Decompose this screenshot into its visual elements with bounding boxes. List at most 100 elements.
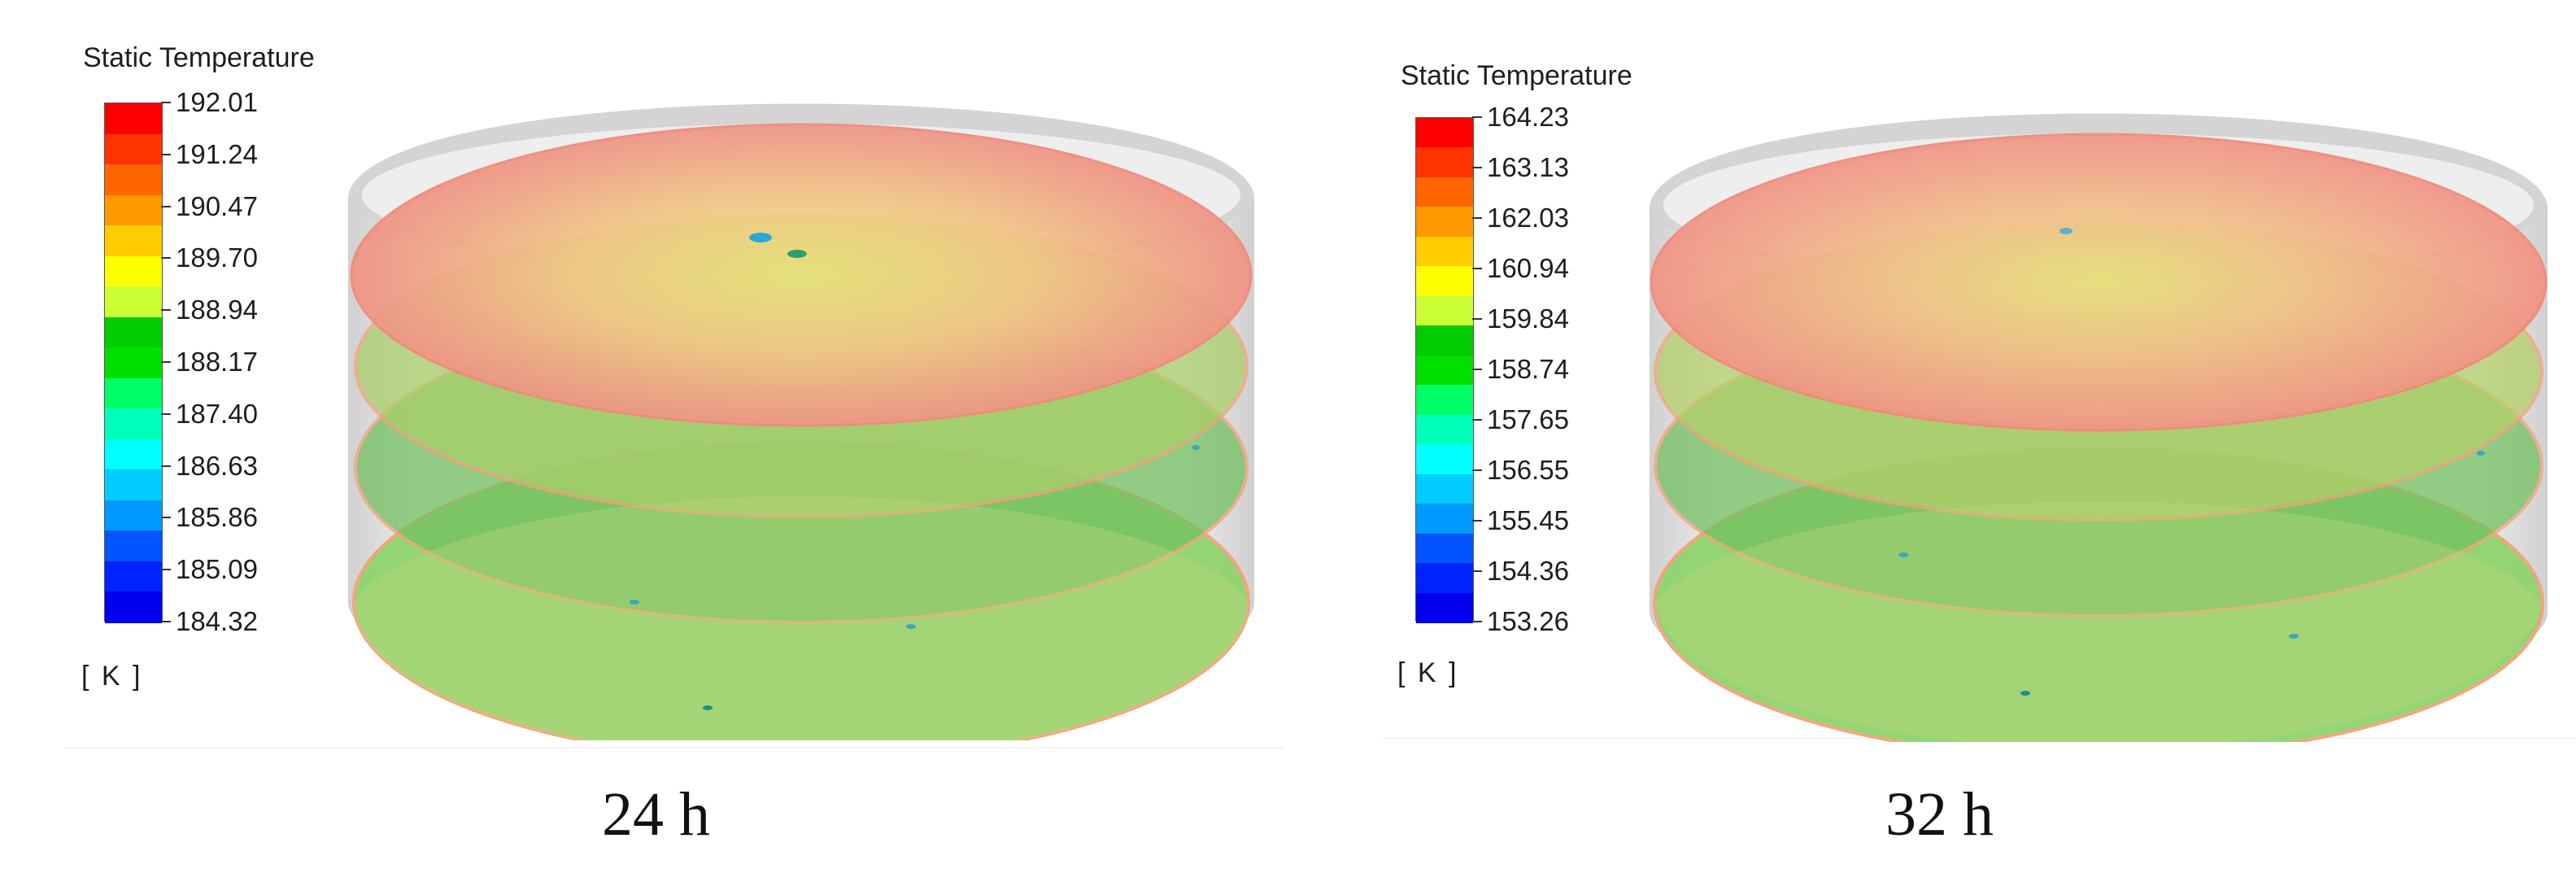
colorbar-tick (1472, 469, 1482, 471)
panel-32h: Static Temperature 164.23 163.13 162.03 160… (1285, 0, 2576, 873)
colorbar-tick-label: 154.36 (1487, 556, 1569, 586)
colorbar-band (1416, 355, 1473, 386)
colorbar-tick-label: 188.17 (176, 347, 258, 377)
colorbar-tick (161, 465, 171, 467)
colorbar-tick (1472, 318, 1482, 320)
colorbar-tick-label: 157.65 (1487, 404, 1569, 434)
colorbar-band (1416, 266, 1473, 297)
panel-24h: Static Temperature 192.01 191.24 190.47 189… (0, 0, 1285, 873)
colorbar-tick-label: 189.70 (176, 242, 258, 273)
colorbar-tick (1472, 419, 1482, 421)
colorbar-unit: [ K ] (1397, 657, 1459, 688)
colorbar-tick (1472, 570, 1482, 572)
caption-24h: 24 h (602, 780, 710, 849)
colorbar-band (105, 591, 162, 623)
colorbar-tick (161, 412, 171, 415)
colorbar-tick-label: 185.86 (176, 502, 258, 533)
bottom-plane-front (354, 496, 1249, 740)
colorbar-unit: [ K ] (81, 661, 143, 692)
colorbar-band (1416, 236, 1473, 267)
colorbar-band (1416, 385, 1473, 416)
colorbar-tick-label: 160.94 (1487, 253, 1569, 283)
colorbar-band (105, 316, 162, 348)
colorbar-band (105, 225, 162, 257)
colorbar-tick (161, 621, 171, 622)
colorbar-tick-label: 163.13 (1487, 152, 1569, 182)
colorbar-tick-label: 155.45 (1487, 505, 1569, 535)
colorbar-tick-label: 153.26 (1487, 606, 1569, 636)
colorbar-tick-label: 184.32 (176, 606, 258, 636)
colorbar-band (105, 378, 162, 409)
colorbar-tick-label: 164.23 (1487, 102, 1569, 132)
colorbar-tick (1472, 520, 1482, 522)
colorbar-band (1416, 563, 1473, 594)
colorbar-tick (1472, 621, 1482, 622)
colorbar-band (1416, 444, 1473, 475)
colorbar-band (105, 530, 162, 562)
colorbar-tick-label: 186.63 (176, 450, 258, 481)
colorbar-tick (1472, 167, 1482, 168)
colorbar-band (105, 561, 162, 593)
colorbar-tick-label: 192.01 (176, 87, 258, 117)
colorbar-band (105, 255, 162, 287)
cold-spot (2289, 634, 2299, 639)
colorbar-tick-label: 185.09 (176, 554, 258, 585)
colorbar-tick (161, 517, 171, 519)
colorbar-tick-label: 156.55 (1487, 455, 1569, 485)
cold-spot (749, 233, 772, 242)
colorbar-tick (161, 361, 171, 363)
colorbar-band (1416, 325, 1473, 356)
colorbar (104, 103, 163, 623)
cold-spot (2059, 228, 2073, 234)
colorbar-tick-label: 191.24 (176, 138, 258, 169)
top-plane (350, 123, 1253, 427)
colorbar-tick (1472, 217, 1482, 219)
colorbar-band (105, 408, 162, 440)
colorbar-tick-label: 188.94 (176, 295, 258, 325)
colorbar-band (105, 103, 162, 135)
cold-spot (1192, 445, 1200, 450)
cold-spot (703, 705, 713, 710)
colorbar-band (1416, 474, 1473, 504)
colorbar-tick (1472, 369, 1482, 370)
colorbar-tick (1472, 116, 1482, 118)
colorbar-band (1416, 592, 1473, 623)
colorbar-tick-label: 158.74 (1487, 354, 1569, 384)
tank-contour-render (348, 103, 1254, 740)
cold-spot (906, 624, 916, 629)
colorbar-tick (161, 102, 171, 103)
colorbar-band (105, 347, 162, 379)
colorbar-band (1416, 414, 1473, 445)
colorbar-tick-label: 187.40 (176, 398, 258, 429)
colorbar-tick (1472, 268, 1482, 269)
tank-contour-render (1650, 113, 2548, 742)
cold-spot (2020, 691, 2030, 696)
colorbar-title: Static Temperature (1401, 60, 1632, 91)
colorbar-title: Static Temperature (83, 42, 315, 73)
cold-spot (787, 250, 807, 258)
colorbar (1415, 117, 1474, 623)
colorbar-tick (161, 205, 171, 207)
colorbar-band (105, 133, 162, 165)
cold-spot (1898, 552, 1908, 557)
colorbar-tick (161, 569, 171, 571)
colorbar-band (105, 286, 162, 318)
bottom-plane-front (1655, 501, 2542, 742)
colorbar-band (1416, 118, 1473, 149)
colorbar-band (1416, 207, 1473, 238)
colorbar-band (105, 164, 162, 196)
colorbar-tick (161, 257, 171, 260)
colorbar-band (1416, 295, 1473, 326)
colorbar-band (1416, 177, 1473, 207)
cold-spot (630, 600, 639, 605)
top-plane (1650, 133, 2548, 432)
cold-spot (2477, 451, 2485, 456)
colorbar-band (105, 469, 162, 501)
caption-32h: 32 h (1885, 780, 1994, 849)
colorbar-band (1416, 147, 1473, 178)
colorbar-band (105, 439, 162, 470)
colorbar-band (105, 194, 162, 226)
colorbar-band (105, 500, 162, 531)
colorbar-tick (161, 309, 171, 312)
colorbar-band (1416, 533, 1473, 564)
